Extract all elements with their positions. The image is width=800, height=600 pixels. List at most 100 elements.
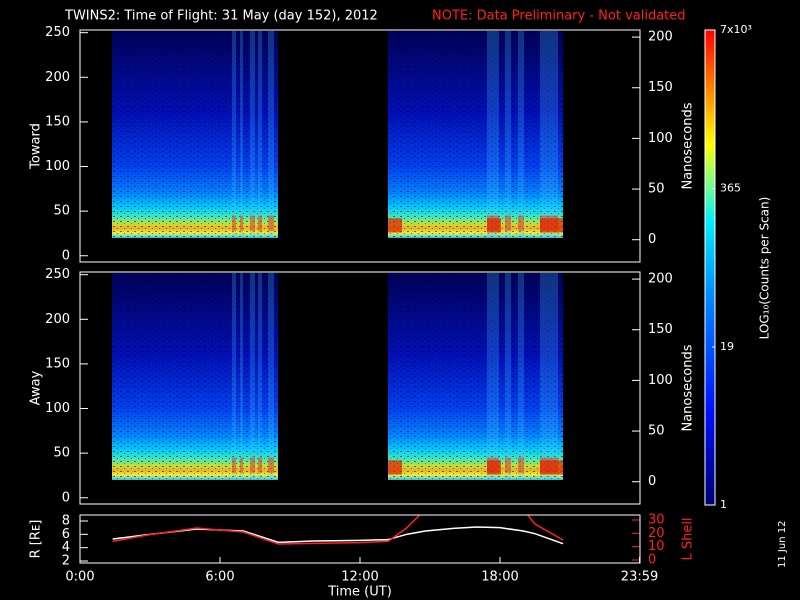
spectrogram-streak	[268, 273, 274, 480]
y-tick-label: 100	[45, 401, 70, 416]
y-tick-label: 250	[45, 25, 70, 40]
y-tick-label: 0	[62, 490, 70, 505]
y-tick-label: 2	[62, 554, 70, 569]
x-tick-label: 18:00	[481, 570, 518, 585]
colorbar-label: LOG₁₀(Counts per Scan)	[758, 197, 772, 340]
y2-axis-label: L Shell	[681, 517, 696, 560]
spectrogram-hot	[250, 215, 255, 231]
y2-tick-label: 30	[648, 513, 665, 528]
y-tick-label: 150	[45, 356, 70, 371]
y-tick-label: 0	[62, 248, 70, 263]
date-stamp: 11 Jun 12	[777, 521, 788, 568]
y-axis-label: Away	[29, 370, 44, 405]
spectrogram-hot	[540, 460, 563, 475]
spectrogram-streak	[505, 273, 511, 480]
y2-tick-label: 10	[648, 539, 665, 554]
y2-tick-label: 20	[648, 526, 665, 541]
y-tick-label: 200	[45, 312, 70, 327]
y-tick-label: 150	[45, 114, 70, 129]
y2-axis-label: Nanoseconds	[681, 344, 696, 431]
note: NOTE: Data Preliminary - Not validated	[432, 9, 686, 24]
spectrogram-streak	[540, 273, 558, 480]
y2-tick-label: 150	[648, 80, 673, 95]
spectrogram-hot	[240, 215, 243, 231]
x-tick-label: 23:59	[621, 570, 658, 585]
y2-tick-label: 100	[648, 373, 673, 388]
y2-tick-label: 200	[648, 272, 673, 287]
y-tick-label: 100	[45, 159, 70, 174]
spectrogram-hot	[268, 457, 274, 473]
colorbar-tick-label: 7x10³	[720, 23, 752, 36]
y-axis-label: R [Rᴇ]	[29, 520, 44, 559]
colorbar-tick-label: 365	[720, 181, 741, 194]
y2-tick-label: 0	[648, 553, 656, 568]
colorbar	[704, 29, 716, 506]
spectrogram-texture	[112, 31, 278, 238]
spectrogram-streak	[232, 31, 236, 238]
y-tick-label: 4	[62, 540, 70, 555]
spectrogram-hot	[388, 218, 402, 233]
spectrogram-texture	[388, 31, 563, 238]
y-tick-label: 250	[45, 267, 70, 282]
spectrogram-hot	[487, 460, 501, 475]
spectrogram-hot	[258, 457, 262, 473]
y-tick-label: 50	[53, 204, 70, 219]
spectrogram-streak	[268, 31, 274, 238]
y2-tick-label: 50	[648, 182, 665, 197]
spectrogram-hot	[250, 457, 255, 473]
spectrogram-hot	[232, 215, 236, 231]
spectrogram-hot	[540, 218, 563, 233]
spectrogram-streak	[240, 31, 243, 238]
spectrogram-streak	[250, 31, 255, 238]
y-tick-label: 8	[62, 514, 70, 529]
spectrogram-texture	[112, 273, 278, 480]
spectrogram-streak	[240, 273, 243, 480]
spectrogram-hot	[388, 460, 402, 475]
y2-tick-label: 0	[648, 474, 656, 489]
series-line	[112, 515, 564, 545]
colorbar-tick-label: 19	[720, 340, 734, 353]
spectrogram-streak	[250, 273, 255, 480]
y2-tick-label: 0	[648, 232, 656, 247]
spectrogram-streak	[487, 273, 499, 480]
spectrogram-streak	[505, 31, 511, 238]
spectrogram-hot	[240, 457, 243, 473]
spectrogram-streak	[518, 31, 524, 238]
x-tick-label: 6:00	[205, 570, 234, 585]
x-tick-label: 0:00	[65, 570, 94, 585]
y-tick-label: 6	[62, 527, 70, 542]
y2-axis-label: Nanoseconds	[681, 102, 696, 189]
y-axis-label: Toward	[29, 123, 44, 170]
y-tick-label: 200	[45, 70, 70, 85]
x-tick-label: 12:00	[341, 570, 378, 585]
spectrogram-texture	[388, 273, 563, 480]
spectrogram-streak	[518, 273, 524, 480]
y2-tick-label: 150	[648, 322, 673, 337]
spectrogram-streak	[258, 31, 262, 238]
spectrogram-hot	[518, 215, 524, 231]
spectrogram-hot	[505, 215, 511, 231]
spectrogram-streak	[487, 31, 499, 238]
spectrogram-streak	[540, 31, 558, 238]
spectrogram-streak	[258, 273, 262, 480]
spectrogram-hot	[518, 457, 524, 473]
spectrogram-hot	[505, 457, 511, 473]
panel-frame	[79, 271, 641, 505]
panel-frame	[79, 514, 641, 564]
spectrogram-hot	[232, 457, 236, 473]
colorbar-tick-label: 1	[720, 498, 727, 511]
spectrogram-hot	[268, 215, 274, 231]
spectrogram-hot	[258, 215, 262, 231]
spectrogram-hot	[487, 218, 501, 233]
panel-frame	[79, 29, 641, 263]
y2-tick-label: 100	[648, 131, 673, 146]
series-line	[112, 526, 564, 545]
y2-tick-label: 50	[648, 424, 665, 439]
chart-title: TWINS2: Time of Flight: 31 May (day 152)…	[64, 9, 378, 24]
y-tick-label: 50	[53, 446, 70, 461]
spectrogram-streak	[232, 273, 236, 480]
x-axis-label: Time (UT)	[327, 585, 392, 600]
y2-tick-label: 200	[648, 30, 673, 45]
